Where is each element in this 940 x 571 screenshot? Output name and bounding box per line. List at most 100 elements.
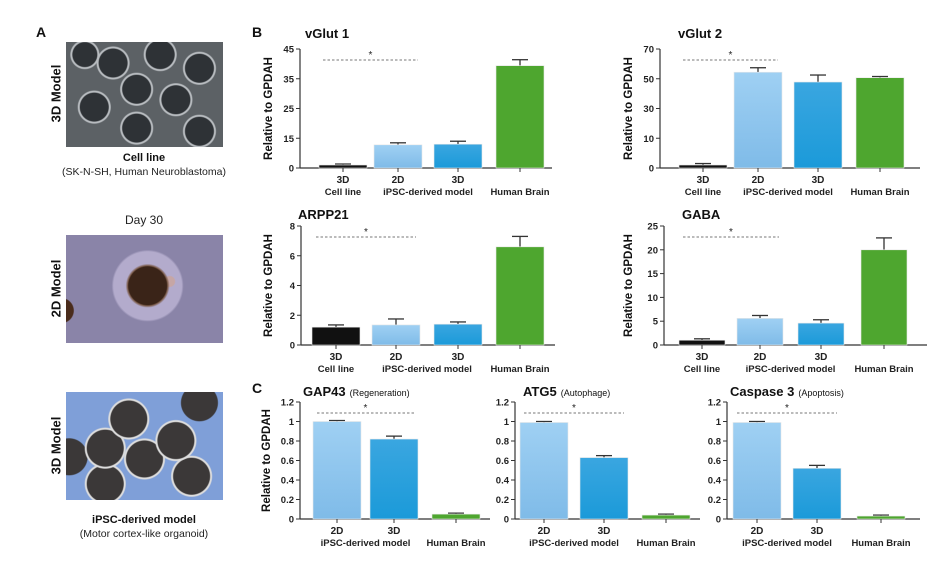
y-tick-label: 0 — [290, 341, 295, 352]
significance-marker: * — [785, 403, 789, 414]
bar — [579, 457, 629, 520]
cell-line-3d-micrograph — [66, 42, 223, 147]
y-tick-label: 25 — [647, 222, 658, 233]
x-group-label: Human Brain — [490, 187, 549, 198]
bar — [855, 77, 905, 169]
x-group-label: Human Brain — [850, 187, 909, 198]
y-tick-label: 25 — [283, 104, 294, 115]
x-category-label: 3D — [337, 175, 350, 186]
bar — [312, 421, 362, 520]
y-tick-label: 4 — [290, 281, 296, 292]
bar — [433, 143, 483, 169]
significance-marker: * — [572, 403, 576, 414]
bar — [860, 249, 908, 346]
x-group-label: iPSC-derived model — [529, 538, 619, 549]
y-axis-label: Relative to GPDAH — [263, 234, 275, 337]
chart-subtitle: (Autophage) — [561, 388, 611, 398]
chart-title: vGlut 1 — [305, 26, 349, 41]
panel-letter-a: A — [36, 24, 47, 40]
ipsc-2d-micrograph — [66, 235, 223, 343]
y-tick-label: 1 — [716, 417, 722, 428]
chart-title: vGlut 2 — [678, 26, 722, 41]
x-group-label: Human Brain — [854, 364, 913, 375]
row3-caption-bold: iPSC-derived model — [92, 514, 196, 526]
y-tick-label: 2 — [290, 311, 295, 322]
y-tick-label: 35 — [283, 74, 294, 85]
y-tick-label: 1 — [289, 417, 295, 428]
chart-title: Caspase 3 (Apoptosis) — [730, 384, 844, 399]
y-axis-label: Relative to GPDAH — [263, 57, 275, 160]
x-category-label: 3D — [696, 352, 709, 363]
y-tick-label: 5 — [653, 317, 659, 328]
bar — [519, 422, 569, 520]
chart-title-text: GAP43 — [303, 384, 346, 399]
bar — [431, 513, 481, 520]
x-category-label: 3D — [452, 352, 465, 363]
x-category-label: 3D — [815, 352, 828, 363]
x-category-label: 2D — [392, 175, 405, 186]
y-tick-label: 50 — [643, 74, 654, 85]
x-group-label: iPSC-derived model — [746, 364, 836, 375]
x-category-label: 3D — [452, 175, 465, 186]
y-tick-label: 0 — [289, 515, 294, 526]
day-label: Day 30 — [124, 213, 164, 227]
y-tick-label: 15 — [647, 269, 658, 280]
x-category-label: 3D — [812, 175, 825, 186]
y-tick-label: 0.2 — [281, 495, 294, 506]
bar — [732, 422, 782, 520]
y-tick-label: 0.8 — [708, 437, 721, 448]
significance-marker: * — [364, 403, 368, 414]
significance-marker: * — [369, 50, 373, 61]
y-tick-label: 1.2 — [496, 398, 509, 409]
significance-marker: * — [729, 227, 733, 238]
y-tick-label: 1.2 — [708, 398, 721, 409]
y-tick-label: 0.4 — [281, 476, 295, 487]
bar — [373, 144, 423, 169]
y-tick-label: 0 — [649, 164, 654, 175]
bar — [793, 81, 843, 169]
bar — [495, 246, 545, 346]
x-group-label: Human Brain — [636, 538, 695, 549]
chart-title-text: ATG5 — [523, 384, 557, 399]
bar — [311, 326, 361, 346]
x-category-label: 2D — [751, 526, 764, 537]
x-category-label: 2D — [752, 175, 765, 186]
x-group-label: Cell line — [325, 187, 361, 198]
y-tick-label: 0 — [653, 341, 658, 352]
chart-title: ATG5 (Autophage) — [523, 384, 610, 399]
x-group-label: iPSC-derived model — [321, 538, 411, 549]
bar — [369, 438, 419, 520]
y-tick-label: 6 — [290, 251, 295, 262]
panel-letter-c: C — [252, 380, 263, 396]
y-tick-label: 0.6 — [708, 456, 721, 467]
y-tick-label: 1 — [504, 417, 510, 428]
y-axis-label: Relative to GPDAH — [623, 234, 635, 337]
bar — [678, 164, 728, 169]
y-tick-label: 0.2 — [496, 495, 509, 506]
x-group-label: Human Brain — [851, 538, 910, 549]
bar — [797, 322, 845, 346]
chart-subtitle: (Apoptosis) — [798, 388, 844, 398]
y-tick-label: 70 — [643, 45, 654, 56]
row1-caption-bold: Cell line — [122, 152, 166, 164]
x-category-label: 2D — [331, 526, 344, 537]
y-tick-label: 45 — [283, 45, 294, 56]
bar — [736, 318, 784, 346]
y-axis-label: Relative to GPDAH — [623, 57, 635, 160]
y-tick-label: 10 — [647, 293, 658, 304]
y-tick-label: 0.2 — [708, 495, 721, 506]
chart-title: ARPP21 — [298, 207, 349, 222]
x-category-label: 3D — [811, 526, 824, 537]
bar — [678, 339, 726, 346]
bar — [856, 515, 906, 520]
x-group-label: iPSC-derived model — [743, 187, 833, 198]
bar — [433, 323, 483, 346]
y-tick-label: 20 — [647, 245, 658, 256]
y-tick-label: 15 — [283, 134, 294, 145]
x-category-label: 3D — [330, 352, 343, 363]
chart-title: GAP43 (Regeneration) — [303, 384, 410, 399]
ipsc-3d-organoid-micrograph — [66, 392, 223, 500]
y-tick-label: 8 — [290, 222, 295, 233]
x-category-label: 3D — [598, 526, 611, 537]
significance-marker: * — [364, 227, 368, 238]
